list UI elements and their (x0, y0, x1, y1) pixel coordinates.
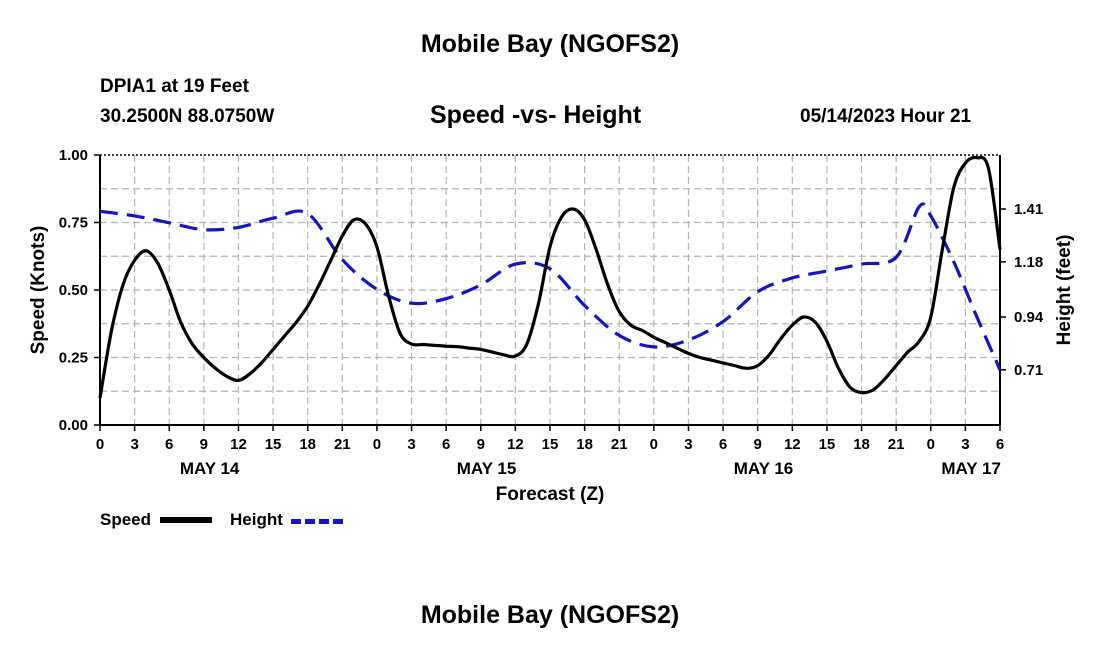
x-tick-label: 15 (265, 436, 282, 453)
main-title: Mobile Bay (NGOFS2) (420, 30, 680, 58)
x-tick-label: 18 (853, 436, 870, 453)
legend-height-swatch (291, 519, 343, 524)
x-axis-title: Forecast (Z) (496, 484, 605, 505)
y-tick-label: 0.50 (59, 282, 88, 299)
x-tick-label: 0 (927, 436, 935, 453)
x-tick-label: 18 (299, 436, 316, 453)
x-date-label: MAY 15 (457, 459, 517, 478)
y-tick-label: 1.00 (59, 147, 88, 164)
y2-tick-label: 1.18 (1014, 254, 1043, 271)
x-tick-label: 15 (542, 436, 559, 453)
x-tick-label: 18 (576, 436, 593, 453)
x-tick-label: 21 (888, 436, 905, 453)
x-tick-label: 6 (719, 436, 727, 453)
y2-tick-label: 1.41 (1014, 201, 1043, 218)
coordinates-label: 30.2500N 88.0750W (100, 106, 275, 127)
x-date-label: MAY 14 (180, 459, 240, 478)
y-tick-label: 0.75 (59, 215, 88, 232)
station-label: DPIA1 at 19 Feet (100, 76, 249, 97)
legend-height-label: Height (230, 510, 283, 529)
x-tick-label: 0 (373, 436, 381, 453)
y2-axis-title: Height (feet) (1054, 235, 1075, 346)
x-tick-label: 9 (200, 436, 208, 453)
x-tick-label: 12 (507, 436, 524, 453)
y2-tick-label: 0.94 (1014, 309, 1044, 326)
x-tick-label: 0 (96, 436, 104, 453)
x-tick-label: 6 (165, 436, 173, 453)
legend-speed-swatch (160, 517, 212, 523)
y-tick-label: 0.25 (59, 350, 88, 367)
x-tick-label: 6 (442, 436, 450, 453)
x-tick-label: 9 (754, 436, 762, 453)
x-tick-label: 3 (961, 436, 969, 453)
x-tick-label: 3 (407, 436, 415, 453)
height-series-line (99, 202, 1002, 371)
x-tick-label: 3 (684, 436, 692, 453)
x-tick-label: 6 (996, 436, 1004, 453)
x-tick-label: 12 (784, 436, 801, 453)
footer-title: Mobile Bay (NGOFS2) (420, 601, 680, 629)
y-axis-title: Speed (Knots) (28, 226, 49, 355)
x-date-label: MAY 16 (734, 459, 794, 478)
x-tick-label: 12 (230, 436, 247, 453)
speed-series-line (98, 155, 1002, 399)
x-tick-label: 21 (334, 436, 351, 453)
y2-tick-label: 0.71 (1014, 362, 1043, 379)
chart-subtitle: Speed -vs- Height (430, 101, 642, 129)
x-tick-label: 3 (130, 436, 138, 453)
x-tick-label: 15 (819, 436, 836, 453)
legend-speed-label: Speed (100, 510, 152, 529)
forecast-datetime: 05/14/2023 Hour 21 (800, 106, 972, 127)
x-tick-label: 9 (477, 436, 485, 453)
x-tick-label: 0 (650, 436, 658, 453)
y-tick-label: 0.00 (59, 417, 88, 434)
x-date-label: MAY 17 (941, 459, 1001, 478)
x-tick-label: 21 (611, 436, 628, 453)
